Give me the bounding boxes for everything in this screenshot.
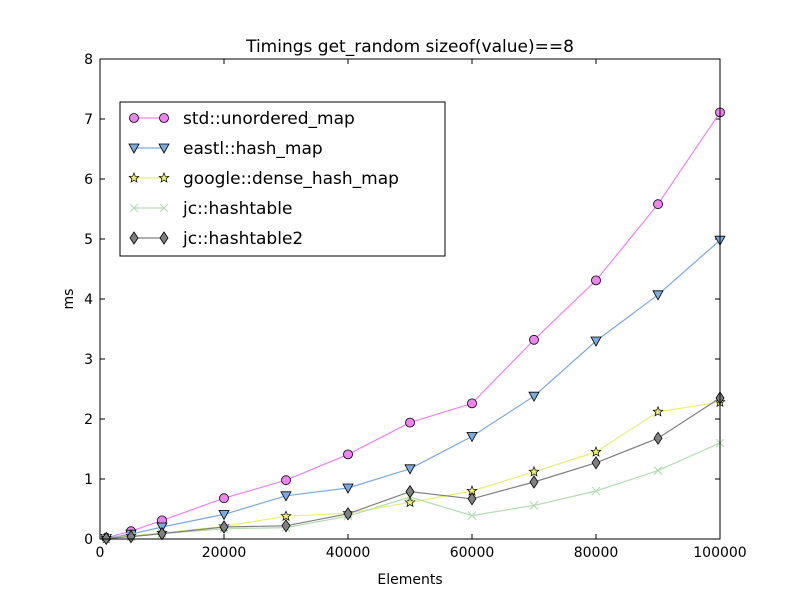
y-tick-label: 6	[84, 172, 93, 188]
data-point	[591, 486, 601, 496]
data-point	[466, 431, 478, 443]
axes-frame	[99, 58, 721, 540]
legend-label: jc::hashtable2	[182, 229, 303, 249]
data-point	[653, 466, 663, 476]
y-tick-label: 3	[84, 352, 93, 368]
data-point	[101, 531, 111, 546]
x-axis-label: Elements	[377, 572, 442, 588]
data-point	[652, 405, 664, 417]
data-point	[529, 500, 539, 510]
data-point	[591, 456, 601, 470]
data-point	[281, 475, 291, 486]
data-point	[528, 391, 540, 403]
legend-entry: eastl::hash_map	[128, 139, 323, 159]
data-point	[590, 336, 602, 347]
legend-marker	[128, 143, 140, 154]
series-line	[106, 239, 721, 539]
data-point	[280, 491, 292, 502]
legend-label: std::unordered_map	[183, 109, 355, 129]
data-point	[343, 507, 353, 521]
chart-title: Timings get_random sizeof(value)==8	[245, 37, 574, 57]
legend: std::unordered_mapeastl::hash_mapgoogle:…	[119, 101, 446, 257]
data-point	[405, 417, 415, 428]
y-tick-label: 0	[84, 532, 93, 548]
data-point	[405, 484, 415, 499]
series-4	[101, 391, 725, 546]
data-point	[218, 509, 230, 521]
axis-ticks: 0 20000 40000 60000 80000 100000 0 1 2 3 4 5 6 7 8	[84, 52, 747, 561]
data-point	[653, 431, 663, 445]
data-point	[219, 493, 229, 504]
legend-entry: std::unordered_map	[129, 109, 355, 129]
legend-marker	[128, 172, 140, 183]
legend-label: google::dense_hash_map	[183, 169, 399, 189]
data-point	[157, 526, 167, 541]
legend-marker	[129, 231, 139, 245]
y-tick-label: 5	[84, 232, 93, 248]
data-point	[528, 465, 540, 477]
data-point	[126, 529, 136, 544]
data-point	[467, 492, 477, 506]
legend-label: jc::hashtable	[182, 199, 292, 219]
y-tick-label: 1	[84, 472, 93, 488]
data-point	[529, 475, 539, 489]
x-tick-label: 100000	[693, 545, 746, 561]
legend-label: eastl::hash_map	[183, 139, 323, 159]
legend-marker	[159, 203, 169, 213]
legend-box	[119, 101, 446, 257]
data-point	[653, 199, 663, 210]
data-point	[529, 334, 539, 345]
x-tick-label: 80000	[574, 545, 619, 561]
y-axis-label: ms	[61, 289, 77, 310]
legend-marker	[129, 113, 139, 123]
x-tick-label: 40000	[326, 545, 371, 561]
y-tick-label: 7	[84, 112, 93, 128]
series-line	[106, 397, 721, 539]
x-tick-label: 20000	[202, 545, 247, 561]
data-point	[467, 398, 477, 409]
data-point	[280, 510, 292, 522]
legend-entry: google::dense_hash_map	[128, 169, 399, 189]
x-tick-label: 60000	[450, 545, 495, 561]
legend-marker	[159, 231, 169, 245]
legend-entry: jc::hashtable2	[129, 229, 303, 249]
data-point	[343, 449, 353, 460]
data-point	[404, 464, 416, 475]
data-point	[342, 483, 354, 494]
legend-entry: jc::hashtable	[129, 199, 292, 219]
legend-marker	[159, 113, 169, 123]
data-point	[281, 519, 291, 533]
data-point	[591, 275, 601, 286]
legend-marker	[158, 172, 170, 183]
y-tick-label: 4	[84, 292, 93, 308]
y-tick-label: 8	[84, 52, 93, 68]
data-point	[219, 520, 229, 534]
data-point	[590, 446, 602, 457]
legend-marker	[158, 143, 170, 154]
legend-marker	[129, 203, 139, 213]
x-tick-label: 0	[96, 545, 105, 561]
y-tick-label: 2	[84, 412, 93, 428]
data-point	[652, 290, 664, 301]
data-point	[467, 511, 477, 521]
series-line	[106, 112, 721, 539]
